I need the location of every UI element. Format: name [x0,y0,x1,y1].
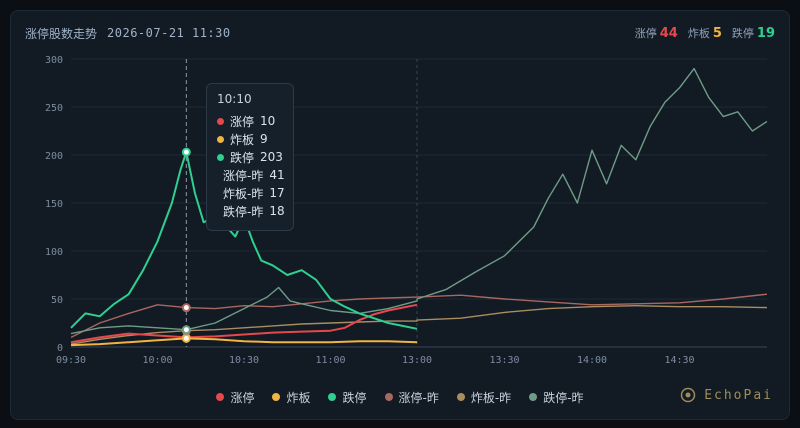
x-tick-label: 10:30 [229,355,259,366]
legend-item-broken-board[interactable]: 炸板 [272,389,310,406]
line-chart[interactable]: 0 50 100 150 200 250 300 09:30 10:00 10:30 11:00 13… [11,11,790,381]
logo-text: EchoPai [704,387,773,403]
y-tick-label: 50 [51,295,63,306]
series-line-5 [70,67,768,335]
tooltip-row: 炸板 9 [217,130,283,148]
chart-panel: 涨停股数走势 2026-07-21 11:30 涨停 44 炸板 5 跌停 19 0 5… [10,10,790,420]
series-line-4 [70,305,768,345]
y-tick-label: 250 [45,103,63,114]
tooltip-time: 10:10 [217,92,252,106]
stat-limit-down: 跌停 19 [731,26,775,41]
dot-icon [217,135,224,143]
hover-point-1 [181,333,191,343]
dot-icon [217,117,224,125]
tooltip-row: 炸板-昨 17 [223,186,285,201]
y-tick-label: 150 [45,199,63,210]
chart-title: 涨停股数走势 [25,26,98,41]
hover-point-2 [181,147,191,157]
y-tick-label: 200 [45,151,63,162]
tooltip-row: 跌停-昨 18 [223,204,285,219]
chart-header: 涨停股数走势 2026-07-21 11:30 涨停 44 炸板 5 跌停 19 [25,23,775,43]
dot-icon [529,393,538,401]
x-tick-label: 13:30 [489,355,519,366]
dot-icon [384,393,393,401]
chart-datetime: 2026-07-21 11:30 [107,26,231,40]
chart-legend: 涨停 炸板 跌停 涨停-昨 炸板-昨 跌停-昨 [11,387,789,407]
tooltip-row: 涨停 10 [217,112,283,130]
x-tick-label: 14:00 [577,355,607,366]
brand-logo: EchoPai [680,387,773,403]
tooltip-row: 跌停 203 [217,148,283,166]
series-line-2 [70,151,418,330]
tooltip-row: 涨停-昨 41 [223,168,285,183]
dot-icon [456,393,465,401]
x-tick-label: 13:00 [402,355,432,366]
chart-tooltip: 10:10 涨停 10 炸板 9 跌停 203 涨停-昨 41 炸板-昨 17 跌停-昨 1… [206,83,294,231]
x-tick-label: 09:30 [56,355,86,366]
summary-stats: 涨停 44 炸板 5 跌停 19 [635,25,775,41]
x-tick-label: 14:30 [664,355,694,366]
stat-limit-up: 涨停 44 [634,26,678,41]
dot-icon [328,393,337,401]
series-line-3 [70,293,768,339]
series-line-0 [70,303,418,344]
x-tick-label: 11:00 [315,355,345,366]
legend-item-limit-down[interactable]: 跌停 [328,389,367,406]
series-line-1 [70,337,418,347]
legend-item-limit-up[interactable]: 涨停 [216,389,254,406]
y-tick-label: 0 [57,343,63,354]
legend-item-broken-board-yesterday[interactable]: 炸板-昨 [456,389,511,406]
logo-icon [680,387,696,403]
y-tick-label: 100 [45,247,63,258]
dot-icon [216,393,225,401]
dot-icon [272,393,281,401]
stat-broken-board: 炸板 5 [687,26,722,41]
y-tick-label: 300 [45,55,63,66]
legend-item-limit-up-yesterday[interactable]: 涨停-昨 [384,389,439,406]
hover-point-3 [181,303,191,313]
legend-item-limit-down-yesterday[interactable]: 跌停-昨 [529,389,584,406]
x-tick-label: 10:00 [142,355,172,366]
dot-icon [217,153,224,161]
hover-point-5 [181,325,191,335]
